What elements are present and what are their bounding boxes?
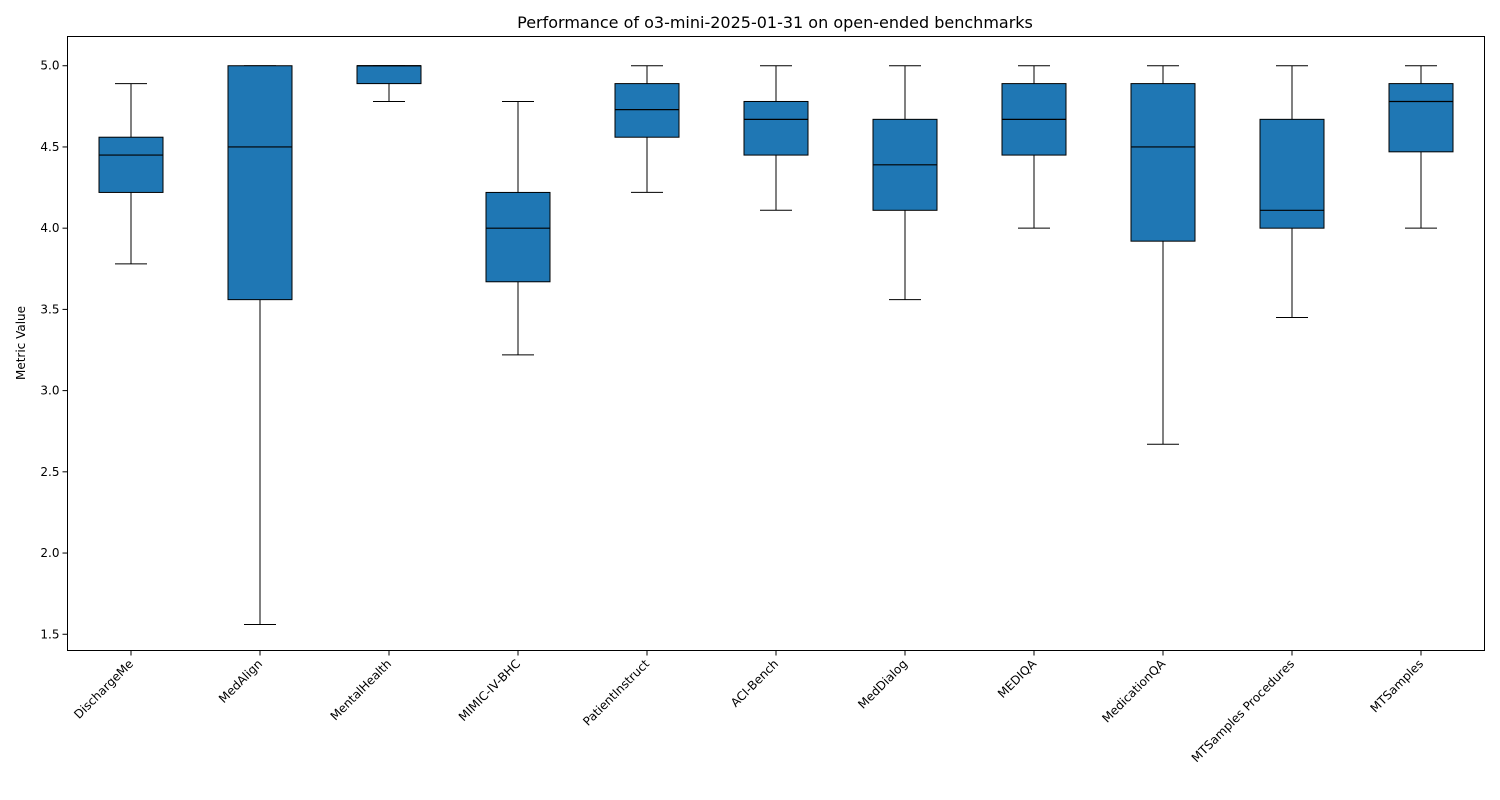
- x-tick-label: PatientInstruct: [580, 657, 652, 729]
- x-tick-label: MedAlign: [216, 657, 265, 706]
- x-tick-label: MIMIC-IV-BHC: [456, 657, 523, 724]
- box-group: [356, 65, 422, 102]
- x-tick-label: MTSamples Procedures: [1189, 657, 1297, 765]
- box-group: [1001, 65, 1067, 229]
- plot-area-frame: [67, 36, 1485, 651]
- x-tick-label: MedDialog: [855, 657, 910, 712]
- box-group: [227, 65, 293, 626]
- iqr-box: [1130, 83, 1196, 242]
- x-tick-label: ACI-Bench: [728, 657, 781, 710]
- x-tick-label: MedicationQA: [1099, 656, 1168, 725]
- y-axis-ticks: 1.5 2.0 2.5 3.0 3.5 4.0 4.5 5.0: [40, 59, 68, 641]
- iqr-box: [614, 83, 680, 138]
- box-group: [872, 65, 938, 301]
- iqr-box: [1388, 83, 1454, 153]
- y-tick-label: 2.0: [40, 546, 59, 560]
- y-tick-label: 5.0: [40, 59, 59, 73]
- x-tick-label: MentalHealth: [328, 657, 395, 724]
- box-group: [98, 83, 164, 265]
- y-tick-label: 2.5: [40, 465, 59, 479]
- x-tick-label: MEDIQA: [995, 656, 1040, 701]
- iqr-box: [98, 136, 164, 193]
- y-tick-label: 4.0: [40, 221, 59, 235]
- box-group: [614, 65, 680, 193]
- box-group: [1388, 65, 1454, 229]
- y-tick-label: 3.5: [40, 302, 59, 316]
- y-axis-label: Metric Value: [14, 306, 28, 380]
- x-tick-label: DischargeMe: [71, 657, 136, 722]
- iqr-box: [1259, 118, 1325, 229]
- x-axis-ticks: DischargeMe MedAlign MentalHealth MIMIC-IV-…: [71, 650, 1426, 765]
- y-tick-label: 3.0: [40, 384, 59, 398]
- x-tick-label: MTSamples: [1367, 657, 1426, 716]
- iqr-box: [743, 100, 809, 156]
- box-group: [743, 65, 809, 211]
- iqr-box: [356, 65, 422, 85]
- box-group: [1259, 65, 1325, 319]
- box-group: [485, 100, 551, 356]
- box-series: [98, 65, 1454, 626]
- y-tick-label: 4.5: [40, 140, 59, 154]
- chart-title: Performance of o3-mini-2025-01-31 on ope…: [517, 13, 1033, 32]
- iqr-box: [485, 191, 551, 283]
- y-tick-label: 1.5: [40, 627, 59, 641]
- box-group: [1130, 65, 1196, 445]
- iqr-box: [227, 65, 293, 301]
